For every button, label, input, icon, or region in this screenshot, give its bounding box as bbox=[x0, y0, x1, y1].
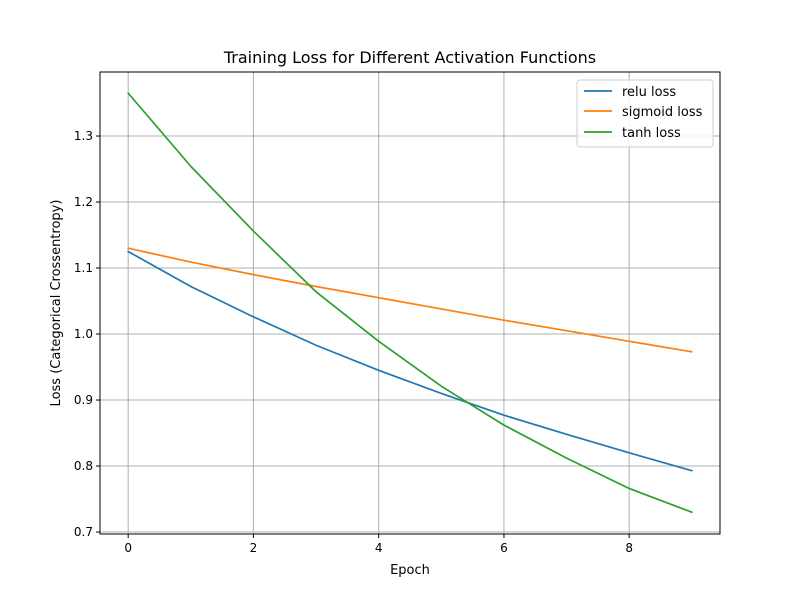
y-tick-label: 0.8 bbox=[74, 459, 93, 473]
x-tick-label: 4 bbox=[375, 541, 383, 555]
series-line-tanh bbox=[127, 92, 693, 514]
x-tick-label: 6 bbox=[500, 541, 508, 555]
x-tick-label: 0 bbox=[124, 541, 132, 555]
legend-label-relu: relu loss bbox=[622, 85, 676, 100]
x-tick-label: 8 bbox=[625, 541, 633, 555]
y-tick-label: 1.3 bbox=[74, 129, 93, 143]
legend: relu loss sigmoid loss tanh loss bbox=[576, 79, 714, 148]
series-line-relu bbox=[127, 250, 693, 472]
legend-label-sigmoid: sigmoid loss bbox=[622, 105, 703, 120]
plot-frame bbox=[99, 71, 721, 535]
y-axis-label: Loss (Categorical Crossentropy) bbox=[49, 200, 64, 407]
y-tick-label: 1.2 bbox=[74, 195, 93, 209]
y-tick-label: 1.1 bbox=[74, 261, 93, 275]
y-tick-label: 0.7 bbox=[74, 525, 93, 539]
legend-label-tanh: tanh loss bbox=[622, 126, 681, 141]
chart-title: Training Loss for Different Activation F… bbox=[223, 48, 596, 67]
y-tick-label: 0.9 bbox=[74, 393, 93, 407]
grid bbox=[100, 72, 720, 534]
x-axis-label: Epoch bbox=[390, 563, 430, 578]
series-lines bbox=[127, 92, 693, 514]
y-tick-label: 1.0 bbox=[74, 327, 93, 341]
series-line-sigmoid bbox=[127, 247, 693, 353]
axis-ticks: 0 2 4 6 8 0.7 0.8 0.9 1.0 1.1 1.2 1.3 bbox=[74, 129, 633, 555]
x-tick-label: 2 bbox=[250, 541, 258, 555]
legend-box bbox=[576, 79, 714, 148]
